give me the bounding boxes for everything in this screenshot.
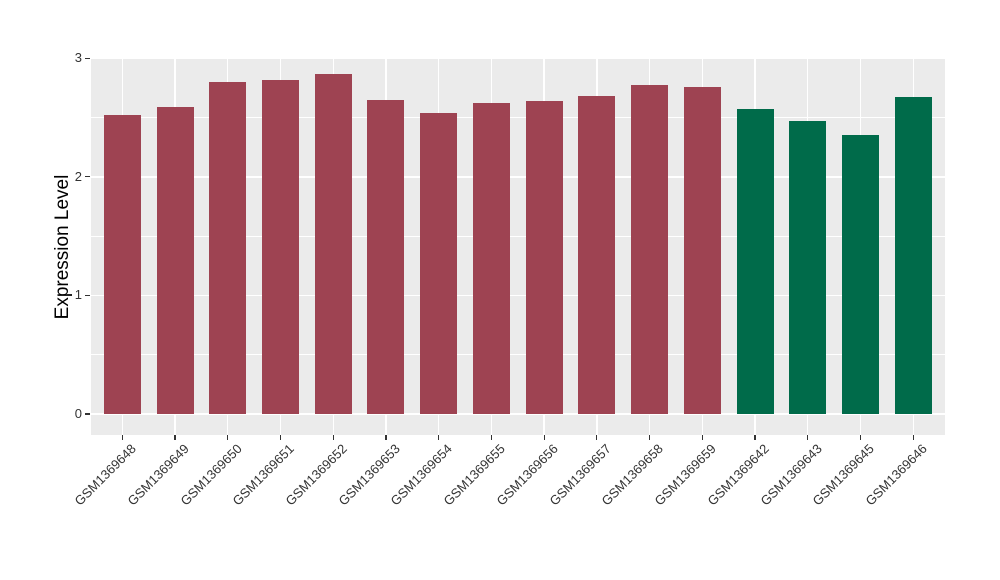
x-axis-tick-mark xyxy=(912,434,914,440)
x-axis-tick-mark xyxy=(754,434,756,440)
gridline-horizontal-minor xyxy=(90,235,945,237)
y-tick-label: 3 xyxy=(74,50,82,66)
bar-GSM1369656 xyxy=(525,100,563,414)
x-axis-tick-mark xyxy=(596,434,598,440)
y-axis-tick-mark xyxy=(85,176,90,178)
y-axis-tick-mark xyxy=(85,57,90,59)
bar-GSM1369645 xyxy=(842,135,879,414)
gridline-horizontal-major xyxy=(90,57,945,59)
y-axis-tick-mark xyxy=(85,413,90,415)
x-axis-tick-mark xyxy=(174,434,176,440)
x-axis-tick-mark xyxy=(807,434,809,440)
plot-panel xyxy=(90,57,945,435)
bar-GSM1369650 xyxy=(209,81,247,414)
x-axis-tick-mark xyxy=(385,434,387,440)
bar-GSM1369655 xyxy=(472,103,510,414)
bar-GSM1369642 xyxy=(736,109,774,414)
x-axis-tick-mark xyxy=(438,434,440,440)
bar-GSM1369643 xyxy=(789,121,827,414)
x-axis-tick-mark xyxy=(859,434,862,440)
y-tick-label: 2 xyxy=(74,168,82,184)
bar-GSM1369648 xyxy=(103,115,141,414)
bar-GSM1369658 xyxy=(631,85,669,414)
x-axis-tick-mark xyxy=(543,434,545,440)
bar-GSM1369659 xyxy=(683,86,721,414)
bar-GSM1369652 xyxy=(314,73,352,414)
x-axis-tick-mark xyxy=(227,434,229,440)
bar-GSM1369649 xyxy=(156,106,194,414)
x-axis-tick-mark xyxy=(649,434,651,440)
gridline-horizontal-major xyxy=(90,176,945,178)
x-axis-tick-mark xyxy=(490,434,492,440)
bar-GSM1369646 xyxy=(894,97,932,414)
y-tick-label: 0 xyxy=(74,405,82,421)
x-axis-tick-mark xyxy=(279,434,282,440)
gridline-horizontal-minor xyxy=(90,354,945,356)
bar-GSM1369651 xyxy=(261,79,299,414)
bar-GSM1369654 xyxy=(420,112,458,414)
gridline-horizontal-minor xyxy=(90,117,945,118)
x-axis-tick-mark xyxy=(701,434,703,440)
bar-GSM1369657 xyxy=(578,96,616,414)
bar-GSM1369653 xyxy=(367,99,405,414)
y-tick-label: 1 xyxy=(74,287,82,303)
y-axis-tick-mark xyxy=(85,294,90,296)
y-axis-title: Expression Level xyxy=(52,174,73,320)
gridline-horizontal-major xyxy=(90,294,945,297)
gridline-horizontal-major xyxy=(90,413,945,415)
x-axis-tick-mark xyxy=(121,434,123,440)
x-axis-tick-mark xyxy=(332,434,334,440)
